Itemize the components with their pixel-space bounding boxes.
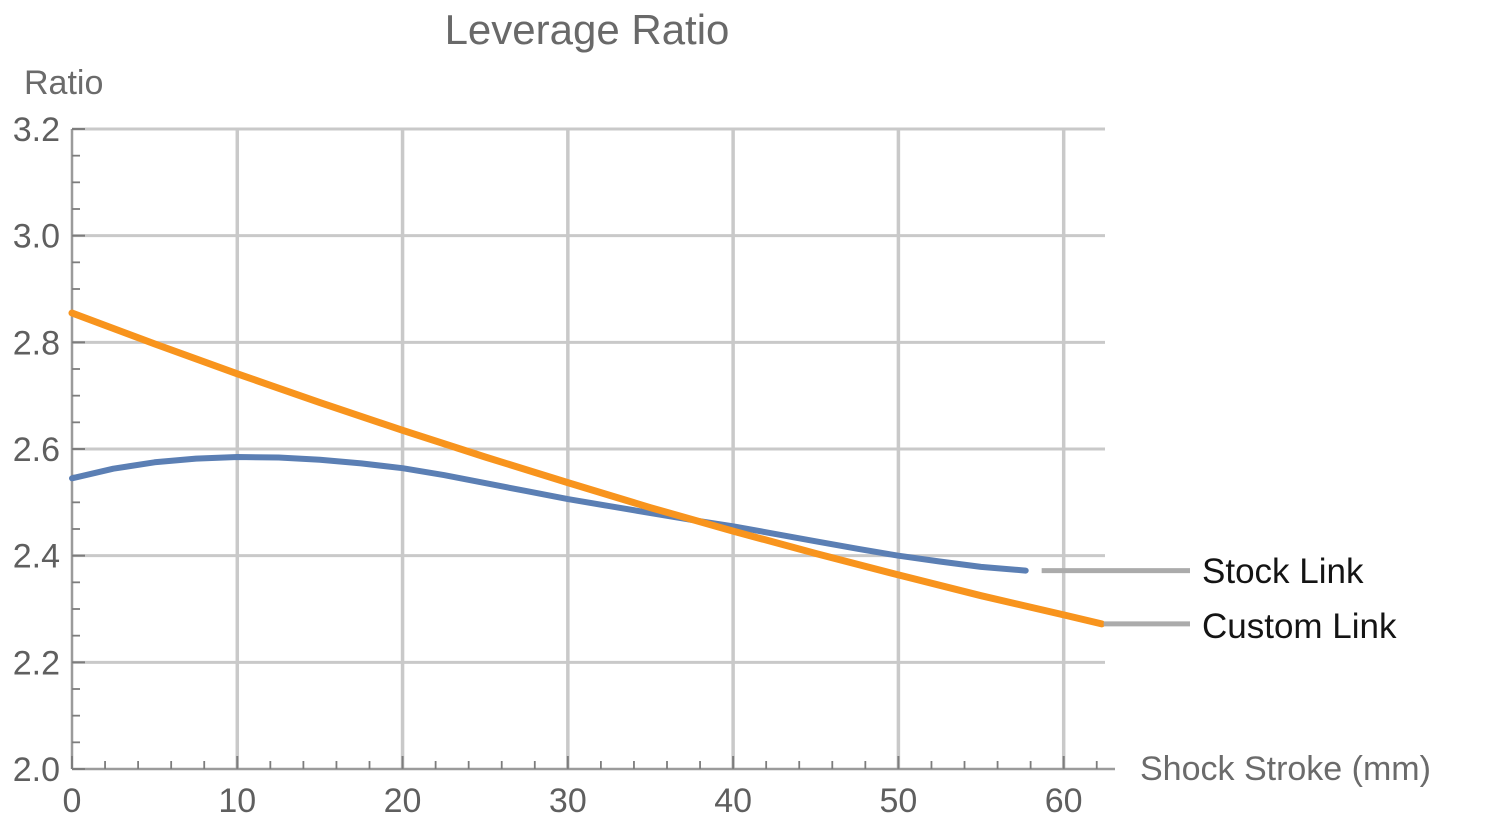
- chart-title: Leverage Ratio: [445, 6, 730, 53]
- y-tick-label: 2.4: [13, 538, 60, 576]
- generated-chart-layers: 0 10 20 30 40 50 60 2.0 2.2 2.4 2.6 2.8 3.0 3.2: [13, 111, 1190, 820]
- series-line-stock-link: [69, 454, 1029, 574]
- series-line-custom-link: [68, 309, 1106, 628]
- x-tick-label: 10: [218, 782, 256, 820]
- y-axis-label: Ratio: [24, 64, 103, 102]
- x-axis-label: Shock Stroke (mm): [1140, 750, 1431, 788]
- x-tick-label: 0: [63, 782, 82, 820]
- y-tick-label: 2.0: [13, 751, 60, 789]
- y-tick-label: 3.0: [13, 218, 60, 256]
- x-tick-label: 60: [1045, 782, 1083, 820]
- legend-label-custom-link: Custom Link: [1202, 607, 1397, 646]
- x-tick-label: 40: [714, 782, 752, 820]
- y-tick-label: 3.2: [13, 111, 60, 149]
- y-tick-label: 2.6: [13, 431, 60, 469]
- y-tick-label: 2.8: [13, 324, 60, 362]
- y-tick-label: 2.2: [13, 644, 60, 682]
- x-tick-label: 50: [879, 782, 917, 820]
- x-tick-label: 30: [549, 782, 587, 820]
- legend-label-stock-link: Stock Link: [1202, 552, 1364, 591]
- x-tick-label: 20: [384, 782, 422, 820]
